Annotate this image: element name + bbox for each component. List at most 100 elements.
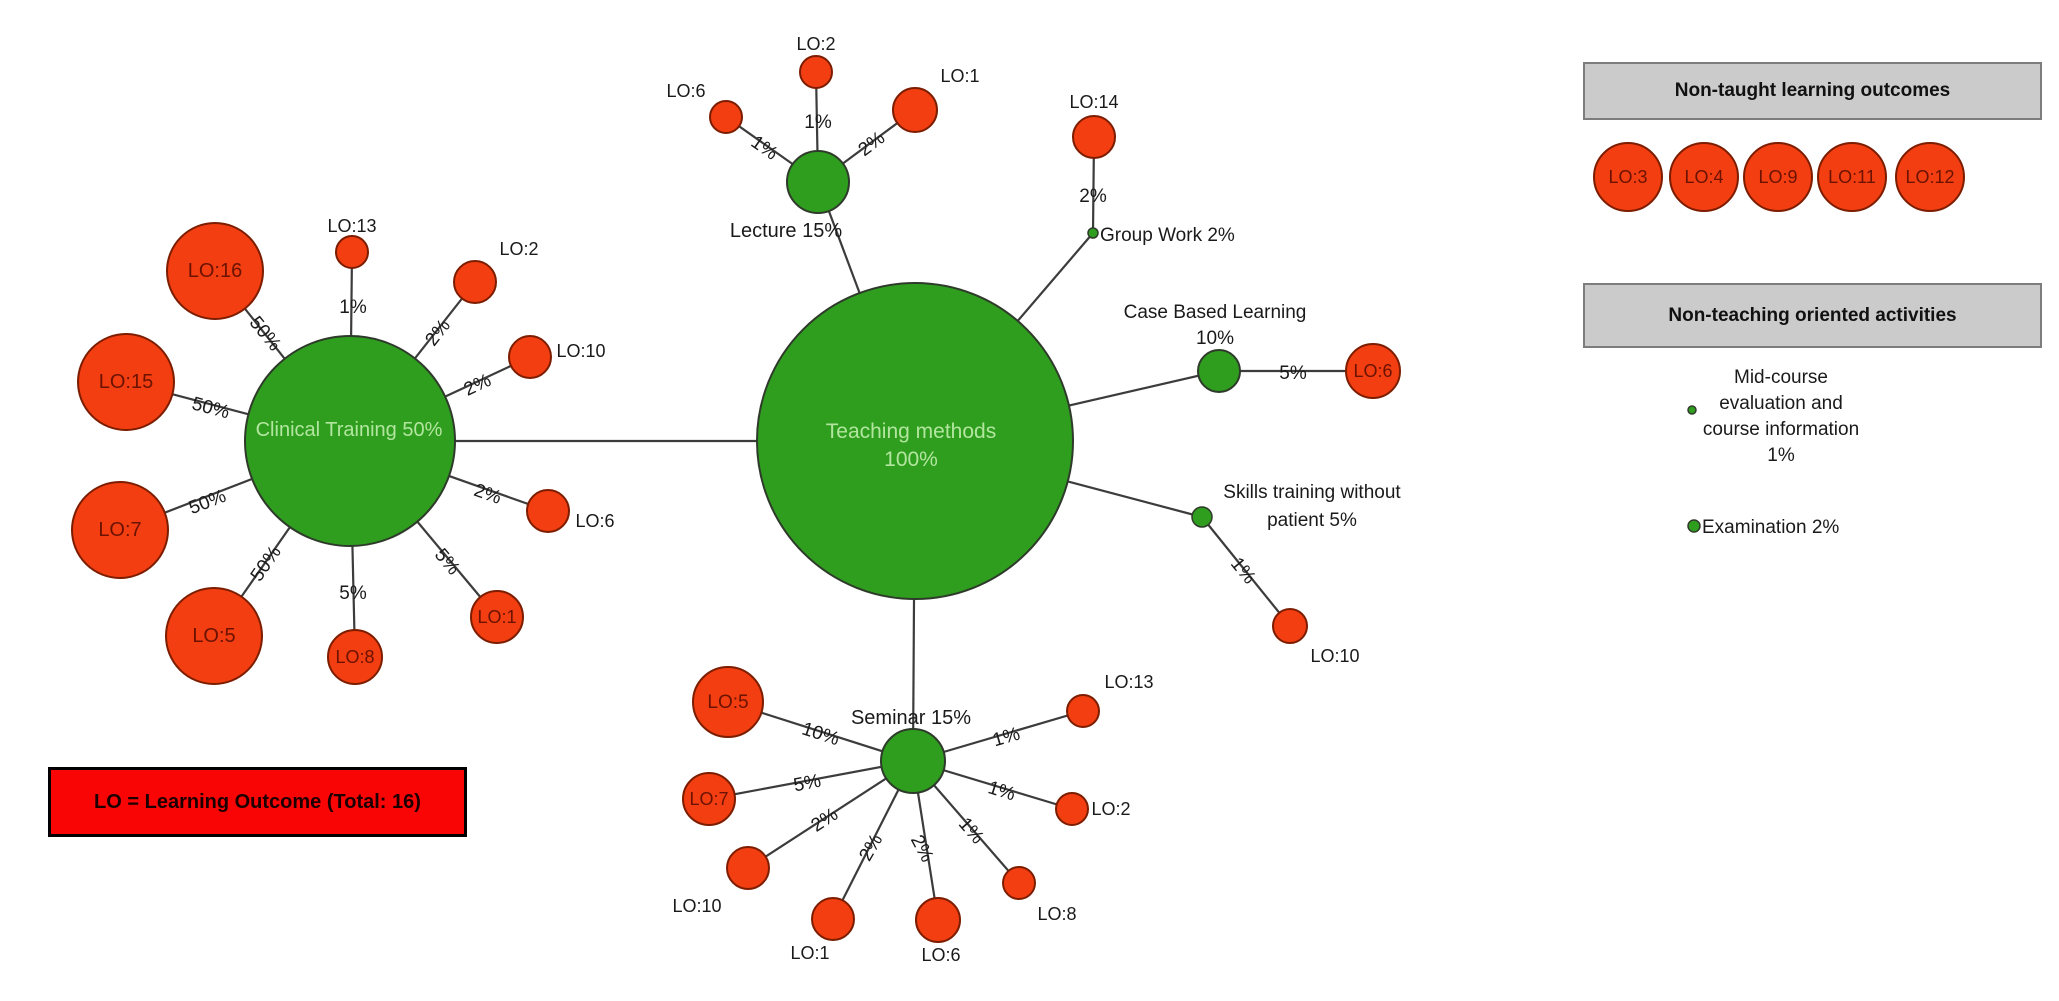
- learning-outcome-node-c2: [453, 260, 497, 304]
- activity-node-casebased: [1197, 349, 1241, 393]
- edge-label-seminar-m10: 2%: [808, 804, 843, 837]
- learning-outcome-node-lg11: [1817, 142, 1887, 212]
- node-label-m6: LO:6: [921, 945, 960, 965]
- learning-outcome-note-box: LO = Learning Outcome (Total: 16): [48, 767, 467, 837]
- learning-outcome-node-m2: [1055, 792, 1089, 826]
- learning-outcome-node-lg4: [1669, 142, 1739, 212]
- activity-node-skills: [1191, 506, 1213, 528]
- activity-node-exam-dot: [1687, 519, 1701, 533]
- learning-outcome-node-s10: [1272, 608, 1308, 644]
- node-label-cb6: LO:6: [1353, 361, 1392, 381]
- casebased-label-line-1: Case Based Learning: [1124, 302, 1307, 323]
- seminar-label-line-1: Seminar 15%: [851, 707, 971, 729]
- learning-outcome-node-l1: [892, 87, 938, 133]
- node-label-m1: LO:1: [790, 943, 829, 963]
- node-label-m13: LO:13: [1104, 672, 1153, 692]
- edge-label-seminar-m13: 1%: [990, 724, 1022, 752]
- learning-outcome-node-c1: [470, 590, 524, 644]
- node-label-s10: LO:10: [1310, 646, 1359, 666]
- learning-outcome-node-lg3: [1593, 142, 1663, 212]
- activity-node-teaching: [756, 282, 1074, 600]
- lecture-label-line-1: Lecture 15%: [730, 220, 843, 242]
- node-label-c10: LO:10: [556, 341, 605, 361]
- edge-label-seminar-m5: 10%: [799, 719, 842, 751]
- teaching-label-line-1: Teaching methods: [826, 420, 996, 443]
- edge-label-clinical-c13: 1%: [339, 297, 367, 318]
- node-label-c2: LO:2: [499, 239, 538, 259]
- learning-outcome-node-m8: [1002, 866, 1036, 900]
- non-teaching-panel-title: Non-teaching oriented activities: [1668, 304, 1957, 326]
- node-label-c16: LO:16: [188, 260, 242, 282]
- learning-outcome-node-cb6: [1345, 343, 1401, 399]
- node-label-c1: LO:1: [477, 607, 516, 627]
- node-label-m2: LO:2: [1091, 799, 1130, 819]
- edge-skills-s10: [1201, 516, 1291, 627]
- activity-node-midcourse-dot: [1687, 405, 1697, 415]
- node-label-c6: LO:6: [575, 511, 614, 531]
- learning-outcome-node-c8: [327, 629, 383, 685]
- learning-outcome-node-c15: [77, 333, 175, 431]
- midcourse-label-line-4: 1%: [1767, 445, 1795, 466]
- groupwork-label-line-1: Group Work 2%: [1100, 225, 1235, 246]
- midcourse-label-line-2: evaluation and: [1719, 393, 1843, 414]
- edge-label-seminar-m6: 2%: [906, 832, 937, 866]
- activity-node-lecture: [786, 150, 850, 214]
- learning-outcome-node-c6: [526, 489, 570, 533]
- edge-label-clinical-c6: 2%: [471, 480, 504, 509]
- node-label-l1: LO:1: [940, 66, 979, 86]
- node-label-g14: LO:14: [1069, 92, 1118, 112]
- node-label-m10: LO:10: [672, 896, 721, 916]
- edge-label-clinical-c7: 50%: [186, 486, 229, 519]
- examination-label-line-1: Examination 2%: [1702, 517, 1839, 538]
- learning-outcome-node-m1: [811, 897, 855, 941]
- node-label-c5: LO:5: [192, 625, 235, 647]
- node-label-l2: LO:2: [796, 34, 835, 54]
- learning-outcome-node-g14: [1072, 115, 1116, 159]
- casebased-label-line-2: 10%: [1196, 328, 1234, 349]
- non-taught-learning-outcomes-panel: Non-taught learning outcomes: [1583, 62, 2042, 120]
- learning-outcome-node-m7: [682, 772, 736, 826]
- learning-outcome-node-m10: [726, 846, 770, 890]
- node-label-c8: LO:8: [335, 647, 374, 667]
- edge-label-seminar-m1: 2%: [855, 831, 887, 865]
- learning-outcome-node-c7: [71, 481, 169, 579]
- node-label-m5: LO:5: [707, 692, 748, 713]
- node-label-c13: LO:13: [327, 216, 376, 236]
- edge-label-groupwork-g14: 2%: [1079, 186, 1107, 207]
- node-label-lg4: LO:4: [1684, 167, 1723, 187]
- learning-outcome-node-m6: [915, 897, 961, 943]
- clinical-label-line-1: Clinical Training 50%: [256, 419, 443, 441]
- edge-label-clinical-c16: 50%: [245, 313, 285, 356]
- edge-label-clinical-c1: 5%: [430, 545, 464, 580]
- learning-outcome-node-m5: [692, 666, 764, 738]
- node-label-c15: LO:15: [99, 371, 153, 393]
- non-taught-panel-title: Non-taught learning outcomes: [1674, 80, 1951, 101]
- learning-outcome-node-c16: [166, 222, 264, 320]
- edge-label-seminar-m7: 5%: [792, 771, 823, 797]
- midcourse-label-line-3: course information: [1703, 419, 1859, 440]
- skills-label-line-2: patient 5%: [1267, 510, 1357, 531]
- node-label-lg11: LO:11: [1828, 167, 1876, 187]
- non-teaching-oriented-activities-panel: Non-teaching oriented activities: [1583, 283, 2042, 348]
- edge-label-casebased-cb6: 5%: [1279, 363, 1307, 384]
- learning-outcome-note-text: LO = Learning Outcome (Total: 16): [94, 790, 421, 813]
- learning-outcome-node-l6: [709, 100, 743, 134]
- teaching-label-line-2: 100%: [884, 448, 938, 471]
- edge-label-lecture-l2: 1%: [804, 112, 832, 133]
- edge-label-clinical-c8: 5%: [339, 583, 367, 604]
- node-label-lg9: LO:9: [1758, 167, 1797, 187]
- node-label-lg3: LO:3: [1608, 167, 1647, 187]
- learning-outcome-node-c5: [165, 587, 263, 685]
- midcourse-label-line-1: Mid-course: [1734, 367, 1828, 388]
- activity-node-seminar: [880, 728, 946, 794]
- edge-label-clinical-c15: 50%: [190, 393, 232, 423]
- edge-label-clinical-c10: 2%: [461, 370, 495, 401]
- learning-outcome-node-l2: [799, 55, 833, 89]
- learning-outcome-node-lg12: [1895, 142, 1965, 212]
- learning-outcome-node-m13: [1066, 694, 1100, 728]
- learning-outcome-node-c10: [508, 335, 552, 379]
- activity-node-clinical: [244, 335, 456, 547]
- node-label-m8: LO:8: [1037, 904, 1076, 924]
